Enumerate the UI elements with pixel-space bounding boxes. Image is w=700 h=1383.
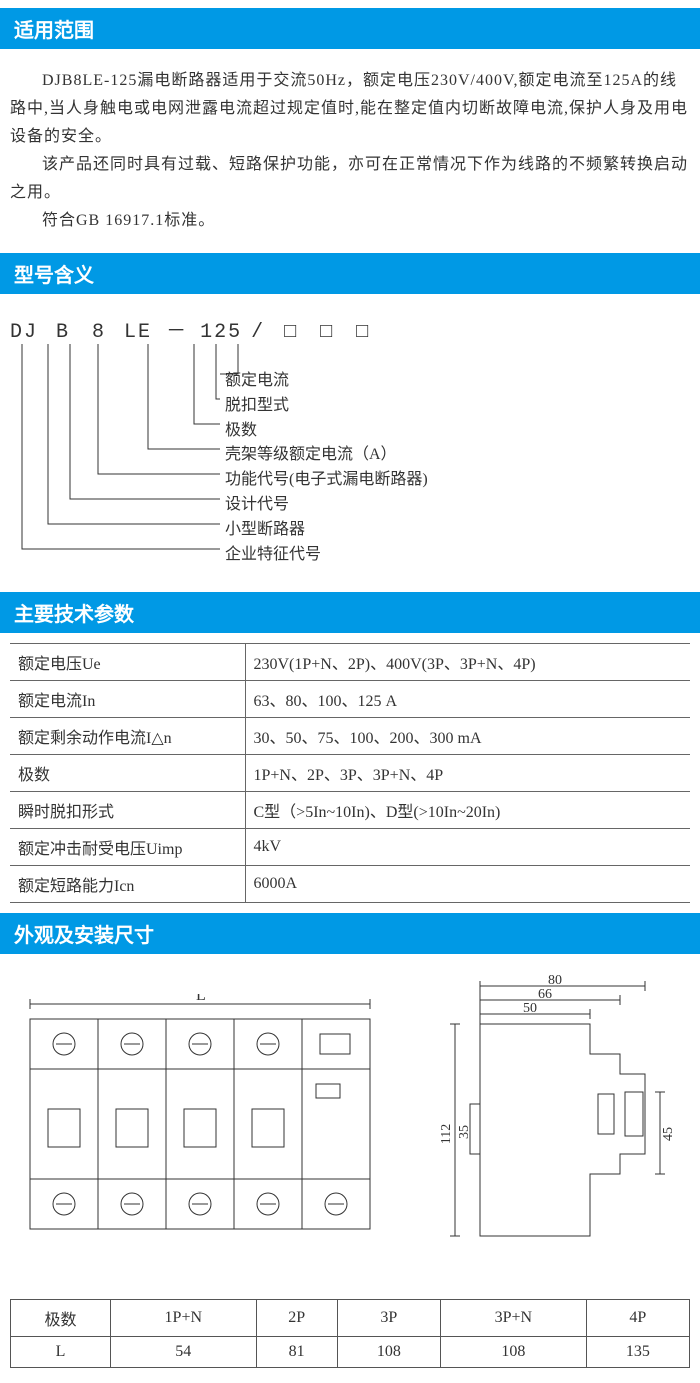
dim-L-label: L: [196, 994, 206, 1004]
spec-value: 30、50、75、100、200、300 mA: [245, 718, 690, 755]
mc-4: －: [166, 314, 186, 344]
ml-1: 脱扣型式: [225, 394, 428, 419]
ml-0: 额定电流: [225, 369, 428, 394]
l-table: 极数 1P+N 2P 3P 3P+N 4P L 54 81 108 108 13…: [10, 1299, 690, 1368]
mc-2: 8: [88, 321, 110, 344]
lt-h5: 4P: [586, 1300, 689, 1337]
spec-value: 63、80、100、125 A: [245, 681, 690, 718]
section-header-scope: 适用范围: [0, 8, 700, 49]
lt-h1: 1P+N: [111, 1300, 257, 1337]
section-header-model: 型号含义: [0, 253, 700, 294]
mc-5: 125: [200, 321, 236, 344]
lt-h0: 极数: [11, 1300, 111, 1337]
dim-66: 66: [538, 987, 552, 1002]
mc-7: □: [280, 321, 302, 344]
table-row: 额定剩余动作电流I△n30、50、75、100、200、300 mA: [10, 718, 690, 755]
table-row: 额定短路能力Icn6000A: [10, 866, 690, 903]
lt-r4: 108: [441, 1337, 587, 1368]
dim-80: 80: [548, 974, 562, 988]
mc-9: □: [352, 321, 374, 344]
table-row: 极数 1P+N 2P 3P 3P+N 4P: [11, 1300, 690, 1337]
dim-35: 35: [457, 1125, 472, 1139]
side-view-svg: 80 66 50 112 35 45: [420, 974, 680, 1254]
ml-5: 设计代号: [225, 493, 428, 518]
lt-r0: L: [11, 1337, 111, 1368]
spec-label: 极数: [10, 755, 245, 792]
model-diagram: DJ B 8 LE － 125 / □ □ □ 额定电流 脱扣型式 极数 壳架等…: [0, 294, 700, 584]
dim-50: 50: [523, 1001, 537, 1016]
model-code-row: DJ B 8 LE － 125 / □ □ □: [10, 314, 690, 344]
lt-r3: 108: [337, 1337, 440, 1368]
spec-label: 额定冲击耐受电压Uimp: [10, 829, 245, 866]
dim-112: 112: [439, 1124, 454, 1144]
mc-6: /: [250, 321, 266, 344]
table-row: 额定电流In63、80、100、125 A: [10, 681, 690, 718]
table-row: 极数1P+N、2P、3P、3P+N、4P: [10, 755, 690, 792]
lt-h3: 3P: [337, 1300, 440, 1337]
dim-45: 45: [661, 1127, 676, 1141]
scope-p1: DJB8LE-125漏电断路器适用于交流50Hz，额定电压230V/400V,额…: [10, 67, 690, 151]
model-lines-svg: [0, 344, 260, 574]
spec-label: 额定剩余动作电流I△n: [10, 718, 245, 755]
table-row: 瞬时脱扣形式C型（>5In~10In)、D型(>10In~20In): [10, 792, 690, 829]
table-row: L 54 81 108 108 135: [11, 1337, 690, 1368]
scope-text: DJB8LE-125漏电断路器适用于交流50Hz，额定电压230V/400V,额…: [0, 49, 700, 245]
spec-label: 额定短路能力Icn: [10, 866, 245, 903]
scope-p2: 该产品还同时具有过载、短路保护功能，亦可在正常情况下作为线路的不频繁转换启动之用…: [10, 151, 690, 207]
spec-value: 1P+N、2P、3P、3P+N、4P: [245, 755, 690, 792]
mc-1: B: [52, 321, 74, 344]
scope-p3: 符合GB 16917.1标准。: [10, 207, 690, 235]
mc-0: DJ: [10, 321, 38, 344]
mc-8: □: [316, 321, 338, 344]
ml-7: 企业特征代号: [225, 543, 428, 568]
spec-label: 额定电压Ue: [10, 644, 245, 681]
front-view-svg: L: [20, 994, 380, 1254]
spec-label: 额定电流In: [10, 681, 245, 718]
spec-value: 4kV: [245, 829, 690, 866]
spec-value: 230V(1P+N、2P)、400V(3P、3P+N、4P): [245, 644, 690, 681]
spec-value: C型（>5In~10In)、D型(>10In~20In): [245, 792, 690, 829]
ml-3: 壳架等级额定电流（A）: [225, 443, 428, 468]
spec-value: 6000A: [245, 866, 690, 903]
dimension-drawings: L 80 66 50 112 35 45: [0, 954, 700, 1294]
spec-label: 瞬时脱扣形式: [10, 792, 245, 829]
section-header-dims: 外观及安装尺寸: [0, 913, 700, 954]
ml-6: 小型断路器: [225, 518, 428, 543]
lt-h4: 3P+N: [441, 1300, 587, 1337]
spec-table: 额定电压Ue230V(1P+N、2P)、400V(3P、3P+N、4P) 额定电…: [10, 643, 690, 903]
lt-r5: 135: [586, 1337, 689, 1368]
ml-2: 极数: [225, 419, 428, 444]
table-row: 额定电压Ue230V(1P+N、2P)、400V(3P、3P+N、4P): [10, 644, 690, 681]
mc-3: LE: [124, 321, 152, 344]
section-header-specs: 主要技术参数: [0, 592, 700, 633]
ml-4: 功能代号(电子式漏电断路器): [225, 468, 428, 493]
model-labels: 额定电流 脱扣型式 极数 壳架等级额定电流（A） 功能代号(电子式漏电断路器) …: [225, 369, 428, 567]
table-row: 额定冲击耐受电压Uimp4kV: [10, 829, 690, 866]
lt-h2: 2P: [256, 1300, 337, 1337]
lt-r1: 54: [111, 1337, 257, 1368]
lt-r2: 81: [256, 1337, 337, 1368]
